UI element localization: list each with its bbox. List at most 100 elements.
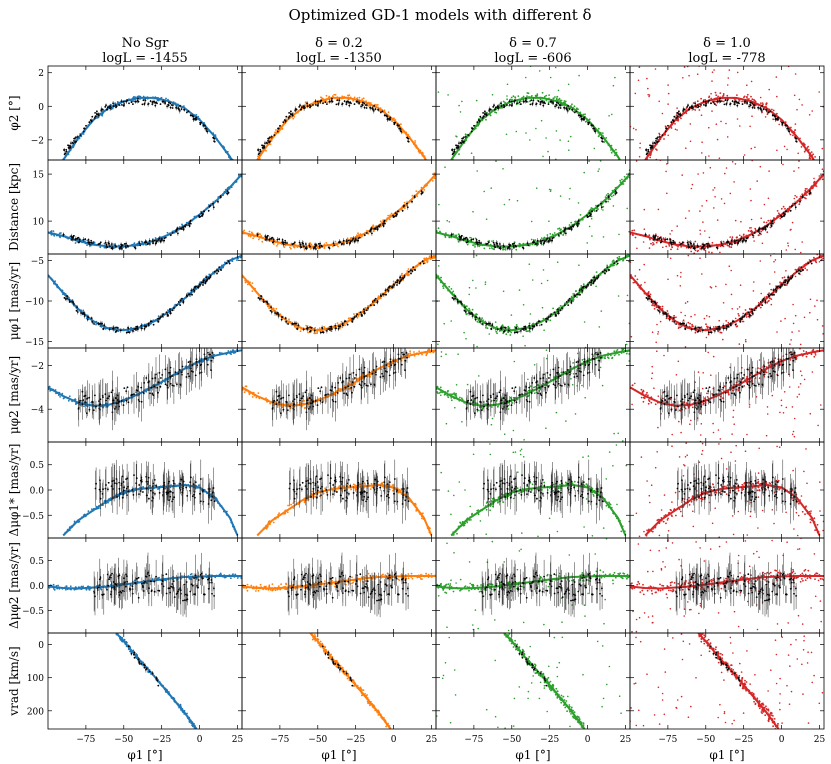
model-particle [290,247,292,250]
observed-star [607,196,610,199]
observed-star [387,117,389,120]
observed-star [393,215,396,218]
observed-star [406,136,409,139]
model-debris-particle [597,170,599,172]
observed-star [522,247,525,250]
observed-star [219,196,222,199]
panel-grid [47,65,825,730]
model-particle [361,98,364,100]
model-particle [562,234,565,236]
model-particle [754,227,757,230]
observed-star [657,136,659,139]
model-particle [622,183,625,185]
model-particle [60,232,62,234]
observed-star [204,124,206,127]
model-particle [261,240,264,243]
model-debris-particle [490,187,493,189]
model-debris-particle [725,122,727,125]
observed-star [73,140,75,142]
model-debris-particle [485,218,488,220]
model-debris-particle [638,155,641,158]
model-particle [488,247,491,250]
observed-star [731,243,733,245]
observed-star [287,117,290,119]
observed-star [502,244,505,247]
observed-star [373,105,375,107]
observed-star [476,242,478,244]
model-debris-particle [750,147,753,150]
model-debris-particle [711,110,713,112]
model-debris-particle [794,194,796,197]
panel-content [437,66,621,160]
observed-star [168,101,170,104]
observed-star [152,240,154,243]
model-particle [677,245,679,248]
observed-star [264,235,267,238]
observed-star [782,212,785,215]
observed-star [686,106,689,108]
observed-star [200,215,203,217]
model-debris-particle [821,168,824,170]
observed-star [383,221,385,223]
column-loglikelihood-4: logL = -778 [688,51,765,66]
panel-r1-c1 [47,65,243,171]
observed-star [787,127,790,130]
observed-star [293,241,296,244]
observed-star [493,243,496,246]
column-loglikelihood-2: logL = -1350 [296,51,382,66]
observed-star [380,111,382,114]
observed-star [664,238,667,241]
model-particle [301,105,303,107]
observed-star [526,242,529,245]
observed-star [693,243,695,245]
model-particle [714,91,717,94]
observed-star [213,140,216,143]
observed-star [303,105,305,108]
observed-star [321,245,323,248]
observed-star [488,109,491,112]
observed-star [365,232,368,234]
model-particle [531,95,533,97]
model-particle [649,156,652,159]
model-particle [236,169,238,171]
model-particle [696,100,699,103]
observed-star [462,141,464,144]
model-particle [780,207,783,210]
model-particle [633,229,636,232]
model-debris-particle [701,205,703,207]
model-particle [790,126,792,129]
observed-star [365,107,368,109]
observed-star [734,242,736,245]
observed-star [370,227,373,230]
observed-star [179,299,182,302]
observed-star [216,272,218,275]
model-particle [546,234,549,236]
observed-star [90,241,93,244]
model-particle [547,101,550,104]
model-particle [145,244,147,246]
model-debris-particle [438,203,440,206]
observed-star [554,105,556,108]
observed-star [300,108,302,111]
model-particle [346,237,349,240]
model-debris-particle [714,196,716,198]
model-particle [380,225,383,227]
model-debris-particle [540,119,543,122]
model-debris-particle [794,248,796,251]
model-debris-particle [583,171,585,174]
model-particle [439,230,441,233]
observed-star [676,112,678,114]
observed-star [199,215,202,218]
observed-star [396,124,399,127]
observed-star [581,117,583,120]
observed-star [790,205,793,208]
model-particle [668,245,671,247]
model-debris-particle [638,66,641,68]
observed-star [288,115,291,118]
observed-star [705,243,708,245]
observed-star [192,288,195,291]
observed-star [125,242,127,245]
model-particle [619,179,621,182]
model-debris-particle [787,242,789,244]
model-particle [333,93,336,96]
